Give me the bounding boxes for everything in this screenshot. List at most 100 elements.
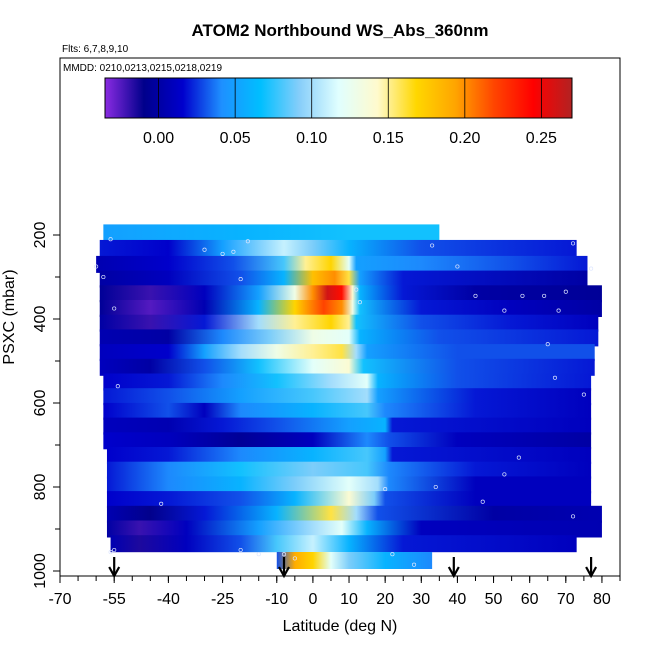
sample-point: [357, 300, 362, 305]
sample-point: [502, 472, 507, 477]
dates-subtitle: MMDD: 0210,0213,0215,0218,0219: [63, 63, 222, 74]
colorbar: 0.00 0.05 0.10 0.15 0.20 0.25: [104, 77, 573, 147]
sample-point: [383, 487, 388, 492]
sample-point: [581, 392, 586, 397]
sample-point: [542, 293, 547, 298]
sample-point: [281, 552, 287, 557]
x-axis-label: Latitude (deg N): [283, 618, 398, 635]
colorbar-tick-label: 0.15: [373, 130, 404, 147]
heat-band: [106, 476, 592, 494]
sample-point: [108, 550, 113, 555]
sample-point: [245, 239, 250, 244]
colorbar-tick-label: 0.20: [449, 130, 480, 147]
x-tick-label: 30: [412, 591, 430, 608]
sample-point: [430, 243, 435, 248]
heat-band: [99, 300, 602, 317]
sample-point: [159, 501, 164, 506]
sample-point: [238, 547, 243, 553]
x-tick-label: -10: [265, 591, 288, 608]
sample-point: [292, 556, 297, 561]
heat-band: [106, 491, 592, 509]
y-tick-label: 800: [32, 474, 49, 501]
x-tick-label: 20: [376, 591, 394, 608]
sample-point: [556, 308, 561, 313]
colorbar-tick-label: 0.00: [143, 130, 174, 147]
sample-point: [94, 264, 99, 269]
colorbar-tick-label: 0.25: [526, 130, 557, 147]
x-tick-label: 80: [593, 591, 611, 608]
y-tick-label: 200: [32, 222, 49, 249]
chart-title: ATOM2 Northbound WS_Abs_360nm: [192, 21, 489, 40]
y-tick-label: 400: [32, 306, 49, 333]
y-axis-label: PSXC (mbar): [1, 269, 18, 364]
colorbar-tick-label: 0.05: [220, 130, 251, 147]
x-tick-label: 50: [485, 591, 503, 608]
y-axis: 200 400 600 800 1000: [32, 222, 60, 589]
profile-arrows: [108, 557, 598, 579]
y-tick-label: 1000: [32, 553, 49, 589]
heat-band: [99, 358, 595, 376]
sample-point: [552, 375, 558, 380]
sample-point: [202, 247, 207, 252]
heat-band: [99, 239, 577, 257]
heat-band: [99, 344, 595, 362]
sample-point: [563, 289, 568, 294]
heat-band: [103, 373, 592, 391]
sample-point: [112, 306, 117, 311]
profile-arrow: [447, 557, 460, 579]
sample-point: [473, 293, 478, 298]
sample-point: [545, 342, 550, 347]
sample-point: [516, 455, 521, 460]
sample-point: [108, 237, 113, 242]
heat-band: [106, 505, 602, 523]
heat-band: [103, 417, 592, 435]
flights-subtitle: Flts: 6,7,8,9,10: [62, 44, 129, 55]
sample-point: [480, 499, 485, 504]
heat-band: [106, 520, 602, 538]
x-tick-label: 60: [521, 591, 539, 608]
heat-band: [103, 402, 592, 420]
sample-point: [354, 287, 359, 292]
heat-band: [99, 285, 602, 303]
x-tick-label: 10: [340, 591, 358, 608]
x-axis: -70 -55 -40 -25 -10 0 10 20 30 40 50 60 70 80: [48, 576, 621, 608]
x-tick-label: -40: [157, 591, 180, 608]
x-tick-label: -55: [103, 591, 126, 608]
x-tick-label: 0: [308, 591, 317, 608]
sample-point: [412, 562, 417, 567]
sample-point: [455, 264, 460, 269]
sample-point: [520, 293, 525, 298]
x-tick-label: -25: [211, 591, 234, 608]
sample-point: [570, 514, 576, 519]
sample-point: [238, 277, 243, 282]
heat-band: [96, 255, 588, 273]
sample-point: [220, 251, 225, 256]
sample-point: [390, 552, 395, 557]
heat-band: [99, 329, 599, 347]
sample-point: [589, 266, 594, 271]
sample-point: [256, 552, 261, 557]
heat-band: [110, 535, 577, 553]
heat-band: [106, 447, 592, 464]
sample-point: [433, 484, 438, 490]
sample-point: [570, 241, 576, 246]
y-tick-label: 600: [32, 390, 49, 417]
plot-frame: [59, 57, 621, 577]
x-tick-label: -70: [48, 591, 71, 608]
heat-band: [103, 388, 592, 406]
heat-band: [99, 270, 588, 288]
heat-band: [106, 461, 592, 479]
sample-point: [115, 384, 120, 389]
sample-point: [502, 308, 507, 313]
colorbar-ticks: 0.00 0.05 0.10 0.15 0.20 0.25: [143, 78, 557, 147]
heatmap-bands: [96, 224, 602, 569]
heat-band: [103, 224, 440, 242]
heat-band: [276, 552, 433, 569]
colorbar-tick-label: 0.10: [296, 130, 327, 147]
sample-point: [231, 249, 236, 254]
profile-arrow: [108, 557, 121, 579]
sample-points: [94, 237, 594, 567]
sample-point: [101, 274, 106, 280]
colorbar-gradient: [104, 77, 573, 119]
